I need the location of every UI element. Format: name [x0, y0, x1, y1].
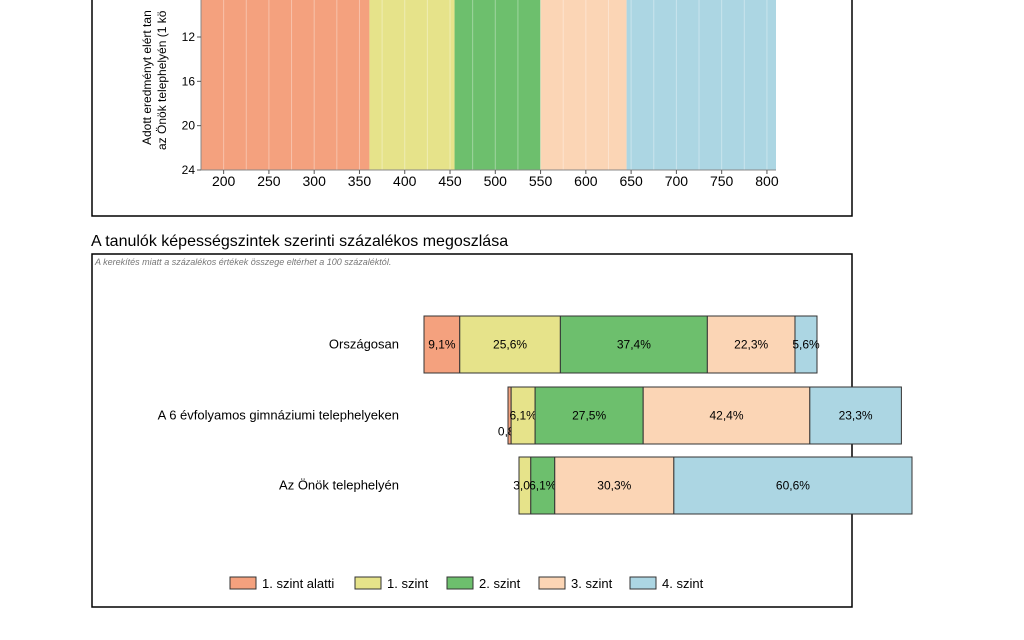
level-band-4: [540, 0, 627, 170]
x-tick-label: 350: [348, 173, 372, 189]
legend-label: 1. szint alatti: [262, 576, 334, 591]
data-label: 6,1%: [509, 409, 537, 423]
x-tick-label: 550: [529, 173, 553, 189]
bar-segment: [518, 456, 532, 515]
bar-segment: [706, 315, 796, 374]
x-tick-label: 650: [619, 173, 643, 189]
top-chart-frame: [91, 0, 853, 217]
legend-swatch: [354, 576, 382, 590]
bar-segment: [423, 315, 461, 374]
data-label: 6,1%: [529, 479, 557, 493]
legend-swatch: [538, 576, 566, 590]
category-label: A 6 évfolyamos gimnáziumi telephelyeken: [158, 408, 399, 423]
x-tick-label: 500: [484, 173, 508, 189]
x-tick-label: 600: [574, 173, 598, 189]
y-tick-label: 12: [182, 30, 196, 44]
y-axis-label-line-2: az Önök telephelyén (1 kö: [155, 10, 169, 150]
data-label: 30,3%: [597, 479, 631, 493]
data-label: 3,0%: [513, 479, 541, 493]
legend-swatch: [446, 576, 474, 590]
bar-segment: [507, 386, 512, 445]
bar-segment: [459, 315, 561, 374]
y-axis-label-line-1: Adott eredményt elért tan: [140, 10, 154, 145]
x-tick-label: 250: [257, 173, 281, 189]
bar-segment: [559, 315, 708, 374]
bar-segment: [510, 386, 536, 445]
data-label: 9,1%: [428, 338, 456, 352]
x-tick-label: 750: [710, 173, 734, 189]
legend-label: 2. szint: [479, 576, 521, 591]
legend-label: 4. szint: [662, 576, 704, 591]
bar-segment: [642, 386, 811, 445]
level-band-2: [369, 0, 455, 170]
bar-segment: [554, 456, 675, 515]
data-label: 22,3%: [734, 338, 768, 352]
y-tick-label: 20: [182, 119, 196, 133]
data-label: 25,6%: [493, 338, 527, 352]
legend-label: 3. szint: [571, 576, 613, 591]
x-tick-label: 700: [665, 173, 689, 189]
x-tick-label: 300: [303, 173, 327, 189]
distribution-chart: 200 250 300 350 400 450 500 550 600 650 700 750 800 1…: [91, 0, 853, 217]
bar-segment: [794, 315, 818, 374]
legend-swatch: [229, 576, 257, 590]
category-label: Országosan: [329, 337, 399, 352]
x-tick-label: 450: [438, 173, 462, 189]
y-axis-label: Adott eredményt elért tan az Önök teleph…: [140, 10, 169, 150]
x-tick-label: 800: [755, 173, 779, 189]
data-label: 23,3%: [839, 409, 873, 423]
y-tick-label: 24: [182, 163, 196, 177]
rounding-note: A kerekítés miatt a százalékos értékek ö…: [94, 257, 391, 267]
bar-segment: [530, 456, 556, 515]
bar-segment: [673, 456, 913, 515]
legend: 1. szint alatti 1. szint 2. szint 3. szint 4…: [229, 576, 704, 591]
data-label: 5,6%: [792, 338, 820, 352]
bottom-chart-frame: [91, 253, 853, 608]
data-label: 37,4%: [617, 338, 651, 352]
data-label: 27,5%: [572, 409, 606, 423]
section-title: A tanulók képességszintek szerinti száza…: [91, 233, 509, 250]
level-band-3: [454, 0, 541, 170]
category-label: Az Önök telephelyén: [279, 478, 399, 493]
level-band-5: [626, 0, 776, 170]
legend-label: 1. szint: [387, 576, 429, 591]
y-tick-label: 16: [182, 74, 196, 88]
data-label: 42,4%: [709, 409, 743, 423]
data-label: 60,6%: [776, 479, 810, 493]
x-tick-label: 400: [393, 173, 417, 189]
x-tick-label: 200: [212, 173, 236, 189]
bar-segment: [534, 386, 644, 445]
legend-swatch: [629, 576, 657, 590]
data-label: 0,8%: [498, 425, 526, 439]
level-band-1: [201, 0, 370, 170]
bar-segment: [809, 386, 902, 445]
